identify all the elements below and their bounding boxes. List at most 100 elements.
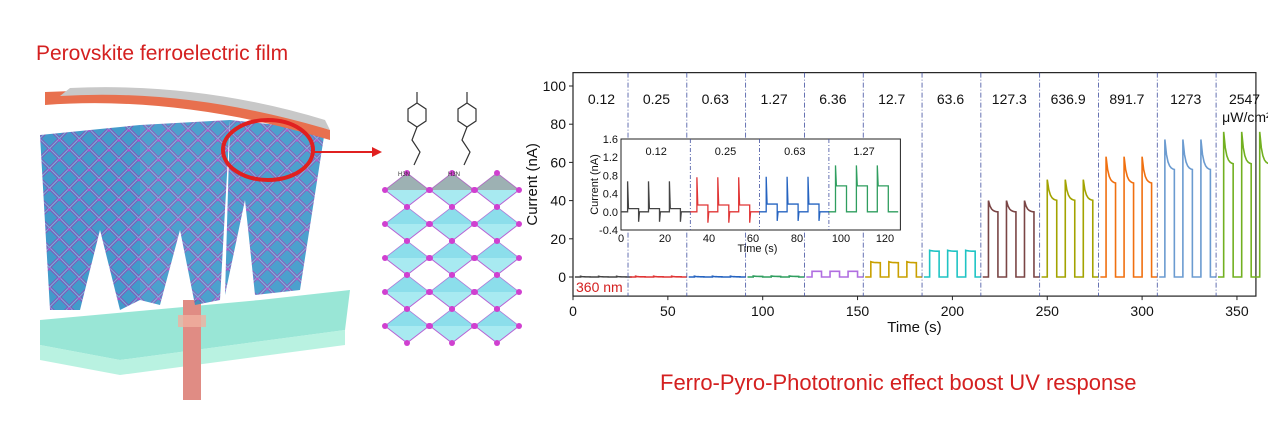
y-tick-label: 40 <box>550 193 566 209</box>
inset-y-tick-label: 0.8 <box>603 170 618 182</box>
inset-x-tick-label: 120 <box>876 233 894 245</box>
apical-atom <box>427 255 433 261</box>
effect-caption: Ferro-Pyro-Phototronic effect boost UV r… <box>660 370 1137 395</box>
x-tick-label: 50 <box>660 303 676 319</box>
inset-y-axis-label: Current (nA) <box>589 154 601 215</box>
intensity-label: 12.7 <box>878 91 905 107</box>
intensity-label: 636.9 <box>1051 91 1086 107</box>
intensity-label: 1.27 <box>760 91 787 107</box>
octahedron-face <box>385 309 429 326</box>
molecule-label: H3N <box>448 172 460 178</box>
x-tick-label: 0 <box>569 303 577 319</box>
inset-series-1.27 <box>828 165 899 213</box>
series-2547 <box>1217 131 1268 278</box>
apical-atom <box>404 204 410 210</box>
inset-x-tick-label: 0 <box>618 233 624 245</box>
apical-atom <box>449 340 455 346</box>
apical-atom <box>516 221 522 227</box>
intensity-label: 6.36 <box>819 91 846 107</box>
inset-x-tick-label: 20 <box>659 233 671 245</box>
octahedron-face <box>385 207 429 224</box>
apical-atom <box>449 238 455 244</box>
y-tick-label: 20 <box>550 231 566 247</box>
inset-intensity-label: 1.27 <box>853 146 874 158</box>
x-tick-label: 150 <box>846 303 870 319</box>
inset-y-tick-label: 0.0 <box>603 207 618 219</box>
series-12.7 <box>865 260 923 278</box>
series-0.63 <box>688 275 746 278</box>
molecule-structures <box>407 92 477 166</box>
inset-series-0.63 <box>759 176 829 221</box>
x-tick-label: 100 <box>751 303 775 319</box>
plot-frame <box>572 72 1257 297</box>
inset-x-tick-label: 60 <box>747 233 759 245</box>
crystal-block-left <box>40 125 140 310</box>
apical-atom <box>382 221 388 227</box>
inset-intensity-label: 0.25 <box>715 146 736 158</box>
apical-atom <box>404 170 410 176</box>
apical-atom <box>472 221 478 227</box>
apical-atom <box>449 272 455 278</box>
x-tick-label: 300 <box>1130 303 1154 319</box>
intensity-label: 127.3 <box>992 91 1027 107</box>
crystal-block-right <box>225 120 325 295</box>
x-axis-label: Time (s) <box>887 319 941 336</box>
series-1.27 <box>747 275 805 278</box>
y-axis-label: Current (nA) <box>524 143 541 226</box>
unit-label: μW/cm² <box>1222 109 1268 125</box>
series-63.6 <box>923 249 981 278</box>
intensity-label: 2547 <box>1229 91 1260 107</box>
octahedron-face <box>430 173 474 190</box>
series-0.12 <box>574 275 632 278</box>
apical-atom <box>472 187 478 193</box>
inset-series-0.12 <box>621 181 691 222</box>
inset-frame <box>620 138 901 231</box>
apical-atom <box>449 204 455 210</box>
inset-y-tick-label: 1.6 <box>603 134 618 146</box>
series-891.7 <box>1100 156 1158 278</box>
apical-atom <box>516 187 522 193</box>
x-tick-label: 250 <box>1036 303 1060 319</box>
octahedron-face <box>475 309 519 326</box>
octahedron-face <box>475 275 519 292</box>
apical-atom <box>494 170 500 176</box>
apical-atom <box>382 255 388 261</box>
intensity-label: 0.25 <box>643 91 670 107</box>
x-tick-label: 350 <box>1225 303 1249 319</box>
inset-y-tick-label: -0.4 <box>599 225 618 237</box>
apical-atom <box>472 255 478 261</box>
inset-x-tick-label: 80 <box>791 233 803 245</box>
octahedron-face <box>385 275 429 292</box>
apical-atom <box>382 323 388 329</box>
top-electrode <box>45 91 330 140</box>
octahedron-face <box>475 207 519 224</box>
y-tick-label: 0 <box>558 269 566 285</box>
apical-atom <box>494 204 500 210</box>
octahedron-face <box>430 275 474 292</box>
apical-atom <box>404 306 410 312</box>
inset-series-0.25 <box>690 177 760 223</box>
apical-atom <box>494 340 500 346</box>
octahedron-face <box>475 173 519 190</box>
octahedra-lattice: H3N H3N <box>382 170 522 346</box>
perovskite-illustration <box>40 87 382 400</box>
inset-y-tick-label: 0.4 <box>603 189 618 201</box>
y-tick-label: 60 <box>550 154 566 170</box>
apical-atom <box>516 323 522 329</box>
apical-atom <box>427 187 433 193</box>
inset-x-tick-label: 40 <box>703 233 715 245</box>
inset-intensity-label: 0.63 <box>784 146 805 158</box>
apical-atom <box>449 170 455 176</box>
series-1273 <box>1159 139 1217 278</box>
apical-atom <box>404 340 410 346</box>
intensity-label: 63.6 <box>937 91 964 107</box>
apical-atom <box>516 255 522 261</box>
intensity-label: 1273 <box>1170 91 1201 107</box>
x-tick-label: 200 <box>941 303 965 319</box>
series-6.36 <box>806 270 864 278</box>
crystal-block-middle <box>140 120 230 305</box>
apical-atom <box>427 221 433 227</box>
y-tick-label: 80 <box>550 116 566 132</box>
